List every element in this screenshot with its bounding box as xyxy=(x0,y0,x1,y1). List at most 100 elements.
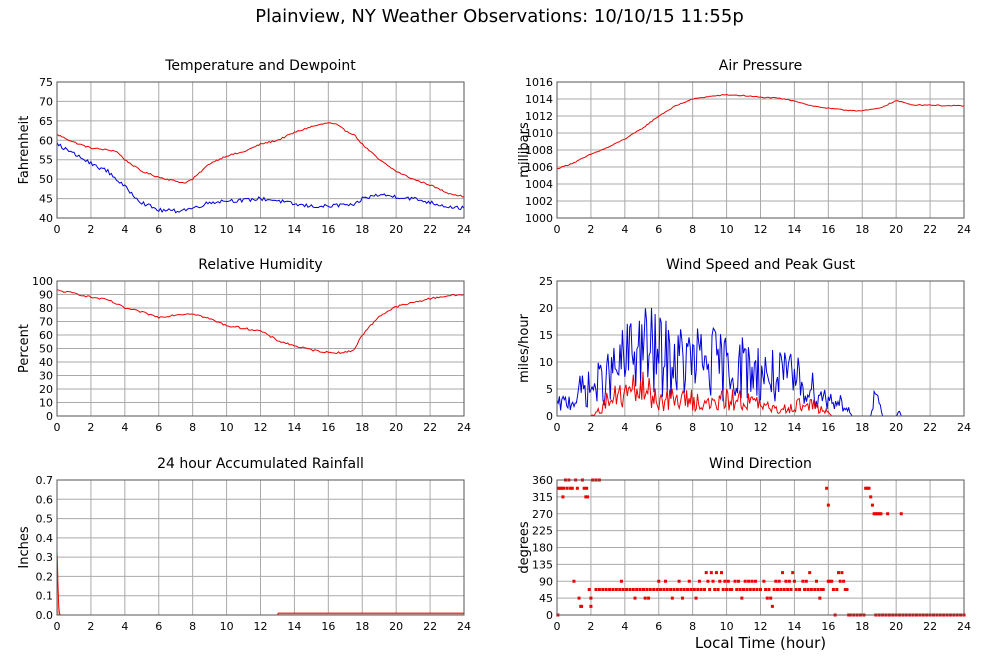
x-tick-label: 18 xyxy=(855,223,869,236)
x-tick-label: 20 xyxy=(889,421,903,434)
x-tick-label: 2 xyxy=(87,620,94,633)
y-tick-label: 315 xyxy=(532,491,553,504)
data-point xyxy=(899,512,903,516)
x-tick-label: 0 xyxy=(54,223,61,236)
x-tick-label: 2 xyxy=(587,620,594,633)
x-tick-label: 12 xyxy=(254,421,268,434)
data-point xyxy=(798,588,802,591)
x-tick-label: 4 xyxy=(121,223,128,236)
x-tick-label: 8 xyxy=(689,620,696,633)
y-tick-label: 10 xyxy=(539,356,553,369)
data-point xyxy=(635,588,639,591)
data-point xyxy=(655,588,659,591)
data-point xyxy=(570,486,574,490)
x-tick-label: 12 xyxy=(254,223,268,236)
data-point xyxy=(658,588,662,591)
data-point xyxy=(867,486,871,490)
y-tick-label: 1010 xyxy=(525,127,553,140)
data-point xyxy=(631,588,635,591)
data-point xyxy=(820,588,824,591)
y-tick-label: 135 xyxy=(532,558,553,571)
data-point xyxy=(633,596,637,600)
x-tick-label: 14 xyxy=(287,620,301,633)
y-tick-label: 5 xyxy=(546,383,553,396)
y-tick-label: 0.6 xyxy=(36,493,54,506)
data-point xyxy=(577,596,581,600)
y-tick-label: 20 xyxy=(39,383,53,396)
data-point xyxy=(816,588,820,591)
x-tick-label: 16 xyxy=(321,223,335,236)
data-point xyxy=(726,579,730,583)
data-point xyxy=(764,588,768,591)
data-point xyxy=(759,588,762,591)
data-point xyxy=(587,588,591,591)
y-tick-label: 0 xyxy=(46,410,53,423)
plot-frame xyxy=(556,479,965,616)
y-tick-label: 0.7 xyxy=(36,474,54,487)
data-point xyxy=(779,588,783,591)
data-point xyxy=(618,588,622,591)
data-point xyxy=(601,588,605,591)
y-axis-label: miles/hour xyxy=(517,313,532,382)
x-axis-title: Local Time (hour) xyxy=(694,634,827,652)
x-tick-label: 18 xyxy=(355,223,369,236)
x-tick-label: 24 xyxy=(957,620,971,633)
page-title: Plainview, NY Weather Observations: 10/1… xyxy=(255,6,744,27)
y-tick-label: 0 xyxy=(546,410,553,423)
y-tick-label: 20 xyxy=(539,302,553,315)
y-tick-label: 0.2 xyxy=(36,570,54,583)
data-point xyxy=(679,588,683,591)
data-point xyxy=(872,512,876,516)
x-tick-label: 0 xyxy=(554,620,561,633)
data-point xyxy=(716,588,720,591)
data-point xyxy=(825,486,829,490)
y-tick-label: 225 xyxy=(532,525,553,538)
data-point xyxy=(830,579,834,583)
y-axis-label: Percent xyxy=(17,324,32,373)
data-point xyxy=(740,596,744,600)
x-tick-label: 24 xyxy=(457,421,471,434)
data-point xyxy=(843,588,847,591)
series-line-red xyxy=(556,93,965,170)
data-point xyxy=(585,486,589,490)
x-tick-label: 6 xyxy=(155,421,162,434)
y-tick-label: 90 xyxy=(39,289,53,302)
data-point xyxy=(837,571,841,575)
data-point xyxy=(686,588,690,591)
x-tick-label: 4 xyxy=(621,223,628,236)
data-point xyxy=(723,579,727,583)
data-point xyxy=(794,588,798,591)
x-tick-label: 20 xyxy=(389,620,403,633)
x-tick-label: 20 xyxy=(389,421,403,434)
data-point xyxy=(750,579,754,583)
data-point xyxy=(730,588,734,591)
data-point xyxy=(560,486,564,490)
data-point xyxy=(580,604,584,608)
data-point xyxy=(769,596,773,600)
y-axis-label: millibars xyxy=(517,122,532,178)
data-point xyxy=(840,571,844,575)
chart-title: Temperature and Dewpoint xyxy=(164,58,356,74)
x-tick-label: 10 xyxy=(220,421,234,434)
x-tick-label: 0 xyxy=(554,223,561,236)
data-point xyxy=(742,588,746,591)
data-point xyxy=(569,486,573,490)
data-point xyxy=(842,579,846,583)
x-tick-label: 4 xyxy=(621,421,628,434)
data-point xyxy=(784,579,788,583)
data-point xyxy=(680,596,684,600)
data-point xyxy=(831,588,835,591)
data-point xyxy=(809,588,813,591)
x-tick-label: 16 xyxy=(321,620,335,633)
y-tick-label: 0.0 xyxy=(36,609,54,622)
data-point xyxy=(699,588,703,591)
data-point xyxy=(772,588,776,591)
data-point xyxy=(709,571,713,575)
data-point xyxy=(752,588,756,591)
y-tick-label: 55 xyxy=(39,154,53,167)
x-tick-label: 10 xyxy=(220,223,234,236)
data-point xyxy=(696,588,700,591)
